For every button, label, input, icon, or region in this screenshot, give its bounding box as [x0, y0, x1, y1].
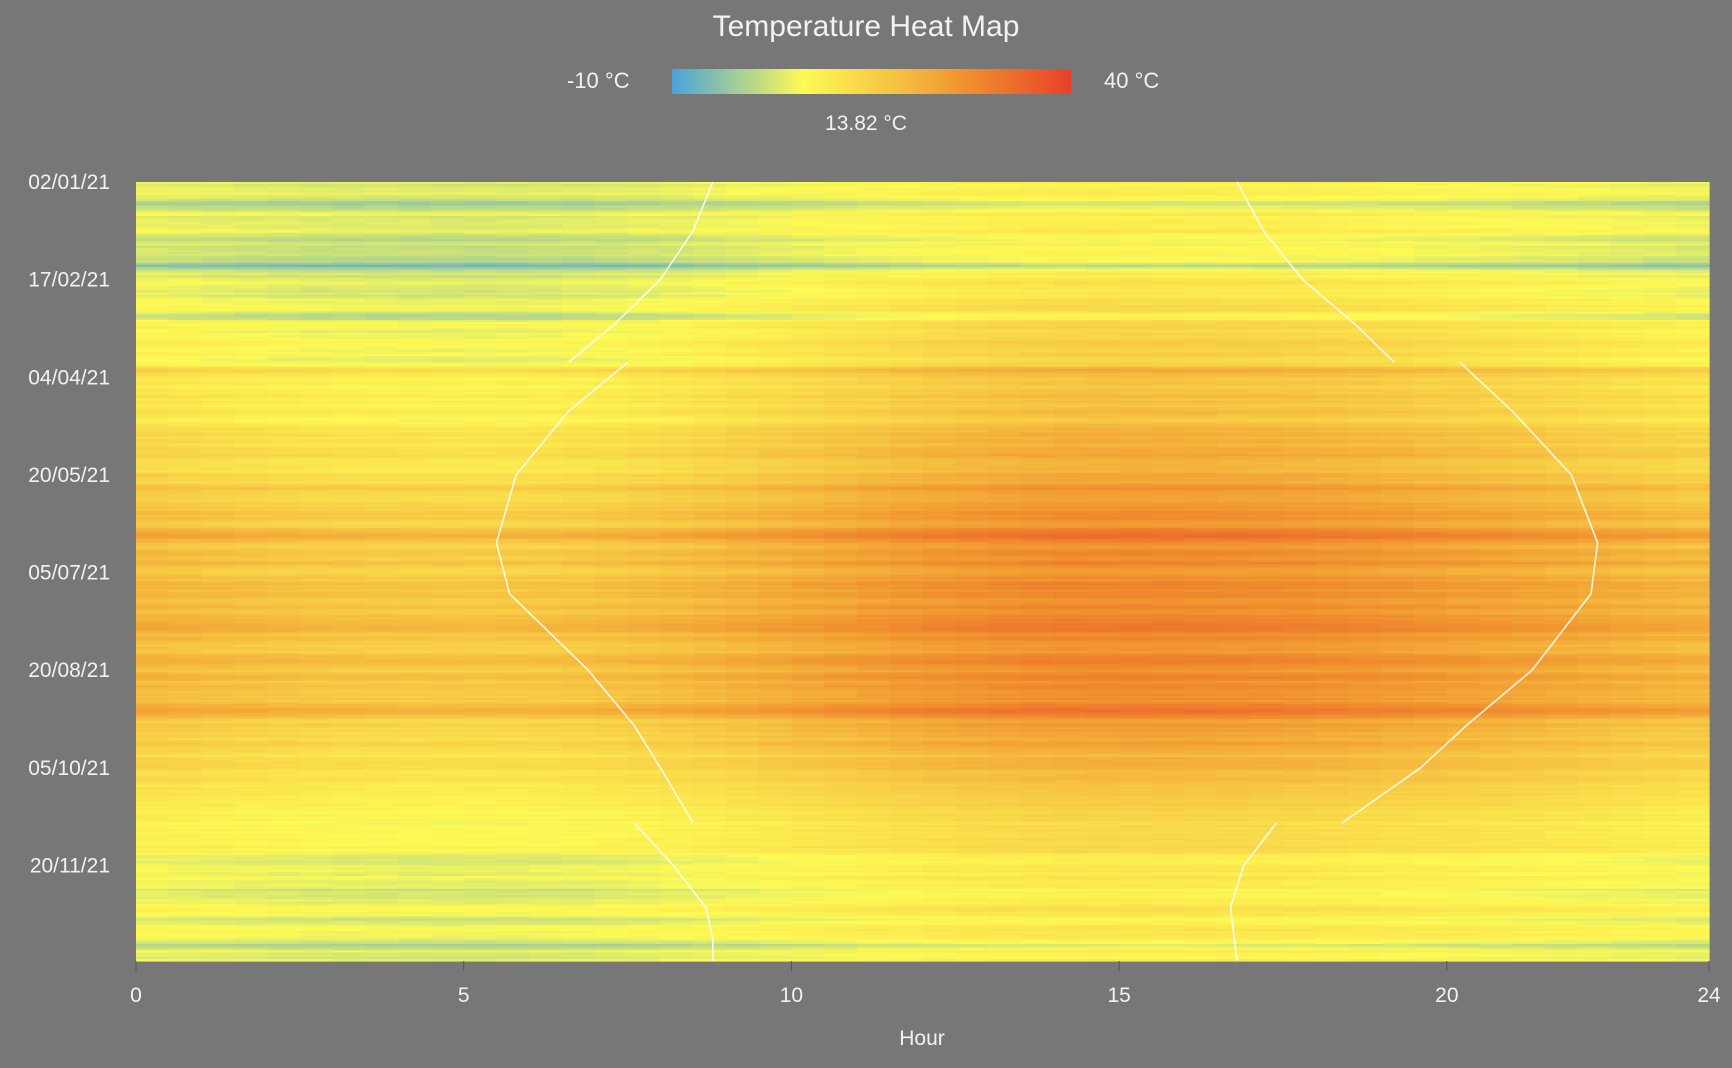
heatmap-cells	[136, 182, 1710, 962]
